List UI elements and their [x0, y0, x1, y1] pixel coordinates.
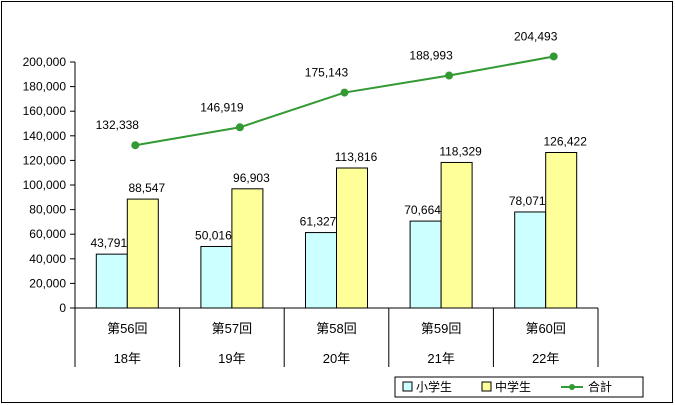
- total-point: [340, 88, 349, 97]
- x-tick-label-year: 18年: [114, 351, 141, 366]
- legend-label: 中学生: [495, 379, 531, 394]
- total-point: [445, 71, 454, 80]
- bar-data-label: 50,016: [195, 228, 232, 242]
- bar-elementary: [409, 220, 442, 309]
- y-tick-label: 80,000: [29, 203, 66, 217]
- y-tick-label: 60,000: [29, 227, 66, 241]
- x-tick-label-year: 19年: [218, 351, 245, 366]
- legend: 小学生 中学生 合計: [394, 376, 644, 398]
- y-tick-label: 40,000: [29, 252, 66, 266]
- bar-data-label: 43,791: [90, 236, 127, 250]
- y-tick-label: 140,000: [23, 129, 67, 143]
- total-data-label: 132,338: [96, 118, 140, 132]
- total-point: [235, 123, 244, 132]
- total-data-label: 204,493: [514, 29, 558, 43]
- bar-data-label: 96,903: [233, 171, 270, 185]
- legend-marker: [569, 384, 575, 390]
- bar-elementary: [95, 253, 128, 309]
- legend-box: [394, 376, 644, 398]
- x-tick-label-year: 22年: [532, 351, 559, 366]
- legend-swatch: [481, 381, 492, 392]
- legend-swatch: [402, 381, 413, 392]
- total-data-label: 146,919: [200, 100, 244, 114]
- x-tick-label-round: 第57回: [212, 321, 252, 336]
- legend-label: 合計: [588, 379, 612, 394]
- y-tick-label: 180,000: [23, 80, 67, 94]
- bar-data-label: 118,329: [439, 144, 482, 158]
- bar-junior-high: [545, 152, 578, 309]
- bar-data-label: 78,071: [509, 194, 546, 208]
- legend-label: 小学生: [416, 379, 452, 394]
- y-tick-label: 100,000: [23, 178, 67, 192]
- bar-data-label: 88,547: [128, 181, 165, 195]
- bar-elementary: [200, 245, 233, 309]
- x-tick-label-year: 21年: [427, 351, 454, 366]
- bar-junior-high: [231, 188, 264, 309]
- x-tick-label-round: 第59回: [421, 321, 461, 336]
- bar-junior-high: [440, 161, 473, 309]
- y-tick-label: 120,000: [23, 153, 67, 167]
- bar-data-label: 70,664: [404, 203, 441, 217]
- x-tick-label-round: 第58回: [316, 321, 356, 336]
- bar-data-label: 61,327: [300, 215, 337, 229]
- x-tick-label-round: 第60回: [525, 321, 565, 336]
- y-tick-label: 160,000: [23, 104, 67, 118]
- x-tick-label-year: 20年: [323, 351, 350, 366]
- total-point: [549, 52, 558, 61]
- bar-elementary: [514, 211, 547, 309]
- bar-junior-high: [126, 198, 159, 309]
- total-data-label: 188,993: [409, 49, 453, 63]
- bar-data-label: 113,816: [335, 150, 378, 164]
- y-tick-label: 0: [59, 301, 66, 315]
- total-point: [131, 141, 140, 150]
- y-tick-label: 200,000: [23, 55, 67, 69]
- total-data-label: 175,143: [305, 66, 349, 80]
- x-tick-label-round: 第56回: [107, 321, 147, 336]
- bar-elementary: [305, 232, 337, 309]
- bar-junior-high: [336, 167, 368, 309]
- bar-data-label: 126,422: [544, 135, 588, 149]
- y-tick-label: 20,000: [29, 276, 66, 290]
